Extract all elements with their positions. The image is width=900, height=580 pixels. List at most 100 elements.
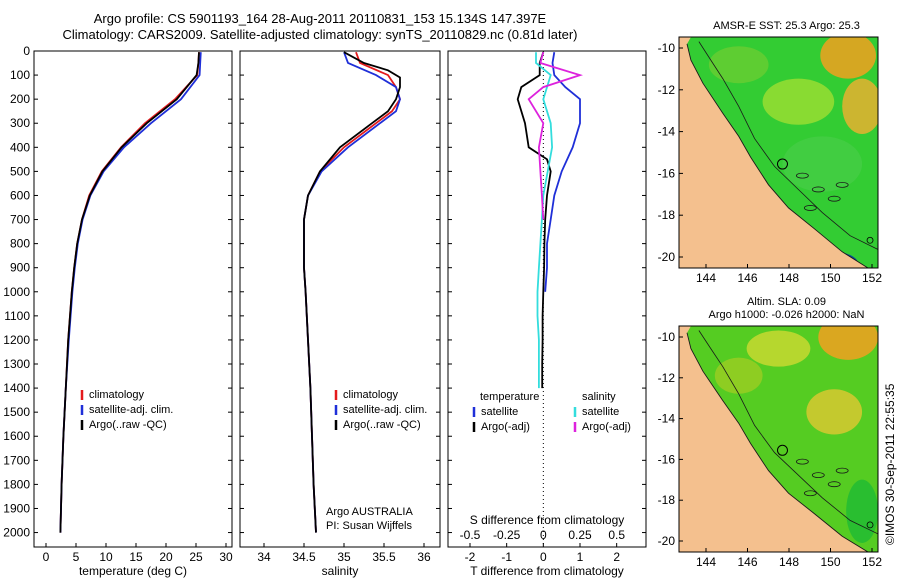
reef-outline [827, 481, 841, 488]
y-tick-label: 1900 [3, 501, 30, 515]
y-tick-label: 1000 [3, 285, 30, 299]
legend-header: temperature [480, 391, 539, 403]
sst-patch [806, 389, 863, 435]
secondary-marker [866, 521, 874, 529]
map-panel-0: -10 -12 -14 -16 -18 -20 144 146 148 150 152 AMSR-E … [658, 20, 883, 285]
map-x-tick-label: 148 [779, 271, 799, 285]
series-line-2 [303, 51, 401, 533]
reef-outline [827, 195, 841, 202]
y-tick-label: 700 [10, 213, 30, 227]
y-tick-label: 600 [10, 188, 30, 202]
x-tick-label: 0 [43, 550, 50, 564]
series-line-0 [544, 52, 581, 292]
reef-outline [795, 458, 809, 465]
argo-float-marker [776, 158, 788, 170]
sst-patch [708, 46, 769, 84]
x-tick-label: 5 [73, 550, 80, 564]
x-tick-label: 36 [417, 550, 431, 564]
map-y-tick-label: -10 [658, 330, 676, 344]
y-tick-label: 0 [23, 44, 30, 58]
legend-label: Argo(-adj) [481, 421, 530, 433]
series-line-2 [59, 52, 200, 533]
title-line-1: Argo profile: CS 5901193_164 28-Aug-2011… [94, 11, 547, 26]
map-y-tick-label: -16 [658, 166, 676, 180]
coastline [686, 43, 869, 268]
x-axis-label: T difference from climatology [470, 564, 624, 578]
map-y-tick-label: -18 [658, 208, 676, 222]
y-tick-label: 1200 [3, 333, 30, 347]
map-frame [678, 325, 879, 553]
y-tick-label: 100 [10, 68, 30, 82]
map-x-tick-label: 150 [820, 555, 840, 569]
y-tick-label: 800 [10, 237, 30, 251]
x-tick-label: 34.5 [292, 550, 316, 564]
map-y-tick-label: -12 [658, 371, 676, 385]
annotation-text: PI: Susan Wijffels [326, 520, 412, 532]
x-axis-label: temperature (deg C) [79, 564, 187, 578]
series-line-1 [516, 51, 552, 389]
x-tick-label: 1 [577, 550, 584, 564]
map-y-tick-label: -14 [658, 412, 676, 426]
map-y-tick-label: -20 [658, 250, 676, 264]
map-x-tick-label: 148 [779, 555, 799, 569]
x-tick-label: 35.5 [372, 550, 396, 564]
reef-outline [803, 205, 817, 211]
x-tick-label: -1 [501, 550, 512, 564]
map-title: Argo h1000: -0.026 h2000: NaN [709, 309, 865, 321]
legend-header: salinity [582, 391, 616, 403]
secondary-marker [866, 236, 874, 244]
map-x-tick-label: 144 [696, 555, 716, 569]
x-tick-label: 35 [337, 550, 351, 564]
legend-label: satellite [582, 406, 619, 418]
annotation-text: Argo AUSTRALIA [326, 506, 413, 518]
map-y-tick-label: -12 [658, 83, 676, 97]
map-y-tick-label: -14 [658, 125, 676, 139]
top-x-tick-label: -0.25 [493, 528, 521, 542]
y-tick-label: 900 [10, 261, 30, 275]
legend-label: satellite [481, 406, 518, 418]
sst-patch [818, 326, 878, 360]
top-x-tick-label: 0.25 [568, 528, 592, 542]
x-tick-label: 30 [219, 550, 233, 564]
map-y-tick-label: -16 [658, 452, 676, 466]
depth-contour [698, 41, 878, 250]
argo-float-marker [776, 444, 788, 456]
plot-frame [33, 50, 233, 548]
reef-outline [811, 186, 825, 193]
x-tick-label: 34 [257, 550, 271, 564]
top-x-tick-label: 0.5 [608, 528, 625, 542]
title-line-2: Climatology: CARS2009. Satellite-adjuste… [63, 27, 578, 42]
sst-patch [746, 330, 811, 367]
map-x-tick-label: 146 [737, 271, 757, 285]
map-x-tick-label: 150 [820, 271, 840, 285]
land-mass [679, 37, 868, 268]
y-tick-label: 1600 [3, 429, 30, 443]
x-tick-label: 2 [613, 550, 620, 564]
x-tick-label: 25 [189, 550, 203, 564]
reef-outline [835, 181, 849, 188]
panel-salinity: 34 34.5 35 35.5 36 salinity climatology satelli… [239, 50, 441, 578]
sst-patch [782, 136, 863, 192]
x-tick-label: 15 [129, 550, 143, 564]
top-x-axis-label: S difference from climatology [470, 513, 625, 527]
sst-patch [762, 78, 835, 125]
land-mass [679, 326, 868, 552]
y-tick-label: 1400 [3, 381, 30, 395]
map-content [679, 37, 878, 268]
x-axis-label: salinity [322, 564, 359, 578]
y-tick-label: 1100 [4, 309, 30, 323]
map-title: AMSR-E SST: 25.3 Argo: 25.3 [713, 20, 860, 32]
imos-credit: ©IMOS 30-Sep-2011 22:55:35 [883, 383, 897, 545]
map-x-tick-label: 152 [862, 555, 882, 569]
map-x-tick-label: 146 [737, 555, 757, 569]
legend-label: Argo(..raw -QC) [343, 419, 421, 431]
sst-patch [846, 479, 878, 543]
legend-label: Argo(-adj) [582, 421, 631, 433]
y-tick-label: 400 [10, 140, 30, 154]
map-x-tick-label: 152 [862, 271, 882, 285]
map-frame [678, 36, 879, 269]
legend-label: satellite-adj. clim. [343, 404, 427, 416]
y-tick-label: 2000 [3, 526, 30, 540]
map-x-tick-label: 144 [696, 271, 716, 285]
x-tick-label: -2 [465, 550, 476, 564]
